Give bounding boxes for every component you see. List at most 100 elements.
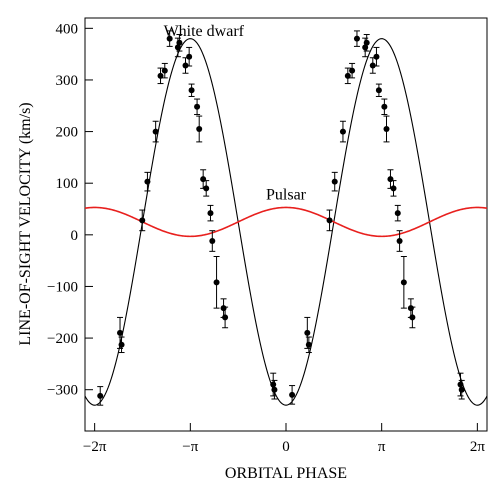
data-point [390, 180, 397, 197]
data-point [363, 34, 370, 52]
data-point [196, 115, 203, 143]
data-point [209, 230, 216, 252]
data-point [97, 386, 104, 406]
point-marker [97, 392, 104, 399]
point-marker [207, 210, 214, 217]
data-point [369, 57, 376, 74]
point-marker [409, 314, 416, 321]
point-marker [289, 391, 296, 398]
point-marker [152, 128, 159, 135]
point-marker [396, 238, 403, 245]
point-marker [344, 72, 351, 79]
data-point [157, 67, 164, 85]
y-tick-label: −200 [47, 331, 78, 347]
plot-frame [84, 17, 488, 432]
point-marker [326, 217, 333, 224]
y-axis-label: LINE-OF-SIGHT VELOCITY (km/s) [17, 102, 34, 345]
point-marker [270, 381, 277, 388]
data-point [381, 98, 388, 116]
data-point [400, 256, 407, 309]
point-marker [381, 103, 388, 110]
point-marker [375, 87, 382, 94]
point-marker [194, 103, 201, 110]
point-marker [349, 67, 356, 74]
point-marker [458, 386, 465, 393]
x-axis-label: ORBITAL PHASE [225, 465, 347, 482]
data-point [118, 336, 125, 354]
data-point [207, 204, 214, 222]
data-points [97, 30, 465, 406]
point-marker [457, 381, 464, 388]
data-point [349, 62, 356, 79]
data-point [331, 171, 338, 192]
point-marker [144, 178, 151, 185]
x-tick-label: 2π [470, 439, 486, 455]
data-point [396, 230, 403, 252]
point-marker [139, 217, 146, 224]
point-marker [182, 62, 189, 69]
y-tick-label: −100 [47, 279, 78, 295]
point-marker [222, 314, 229, 321]
data-point [222, 306, 229, 329]
point-marker [220, 305, 227, 312]
point-marker [161, 67, 168, 74]
data-point [409, 306, 416, 329]
data-point [161, 62, 168, 79]
y-tick-label: −300 [47, 383, 78, 399]
point-marker [203, 185, 210, 192]
point-marker [331, 178, 338, 185]
annotations: White dwarf Pulsar [164, 23, 307, 204]
data-point [344, 67, 351, 85]
point-marker [305, 341, 312, 348]
point-marker [118, 341, 125, 348]
x-tick-label: 0 [282, 439, 290, 455]
model-curves [84, 38, 488, 406]
point-marker [196, 125, 203, 132]
white-dwarf-curve [84, 38, 488, 406]
point-marker [400, 279, 407, 286]
y-tick-label: 300 [56, 73, 79, 89]
data-point [186, 46, 193, 67]
data-point [144, 171, 151, 192]
point-marker [363, 39, 370, 46]
point-marker [213, 279, 220, 286]
axis-ticks: −2π −π 0 π 2π −300 −200 −100 0 100 200 300 400 [47, 21, 485, 455]
point-marker [271, 386, 278, 393]
y-tick-label: 100 [56, 176, 79, 192]
point-marker [157, 72, 164, 79]
data-point [271, 379, 278, 400]
data-point [289, 385, 296, 405]
data-point [373, 46, 380, 67]
data-point [326, 209, 333, 232]
data-point [383, 115, 390, 143]
data-point [394, 204, 401, 222]
data-point [188, 83, 195, 97]
data-point [203, 180, 210, 197]
point-marker [390, 185, 397, 192]
data-point [176, 34, 183, 52]
x-tick-label: −2π [83, 439, 107, 455]
x-tick-label: −π [182, 439, 198, 455]
y-tick-label: 0 [71, 228, 79, 244]
point-marker [304, 329, 311, 336]
data-point [353, 30, 360, 47]
data-point [213, 256, 220, 309]
y-tick-label: 400 [56, 21, 79, 37]
point-marker [339, 128, 346, 135]
series-label: White dwarf [164, 23, 245, 40]
data-point [166, 30, 173, 47]
pulsar-curve [84, 206, 488, 238]
point-marker [407, 305, 414, 312]
point-marker [117, 329, 124, 336]
series-label: Pulsar [266, 187, 307, 204]
point-marker [394, 210, 401, 217]
point-marker [369, 62, 376, 69]
data-point [152, 120, 159, 143]
data-point [139, 209, 146, 232]
point-marker [353, 35, 360, 42]
point-marker [176, 39, 183, 46]
point-marker [387, 176, 394, 183]
point-marker [166, 35, 173, 42]
x-tick-label: π [378, 439, 386, 455]
